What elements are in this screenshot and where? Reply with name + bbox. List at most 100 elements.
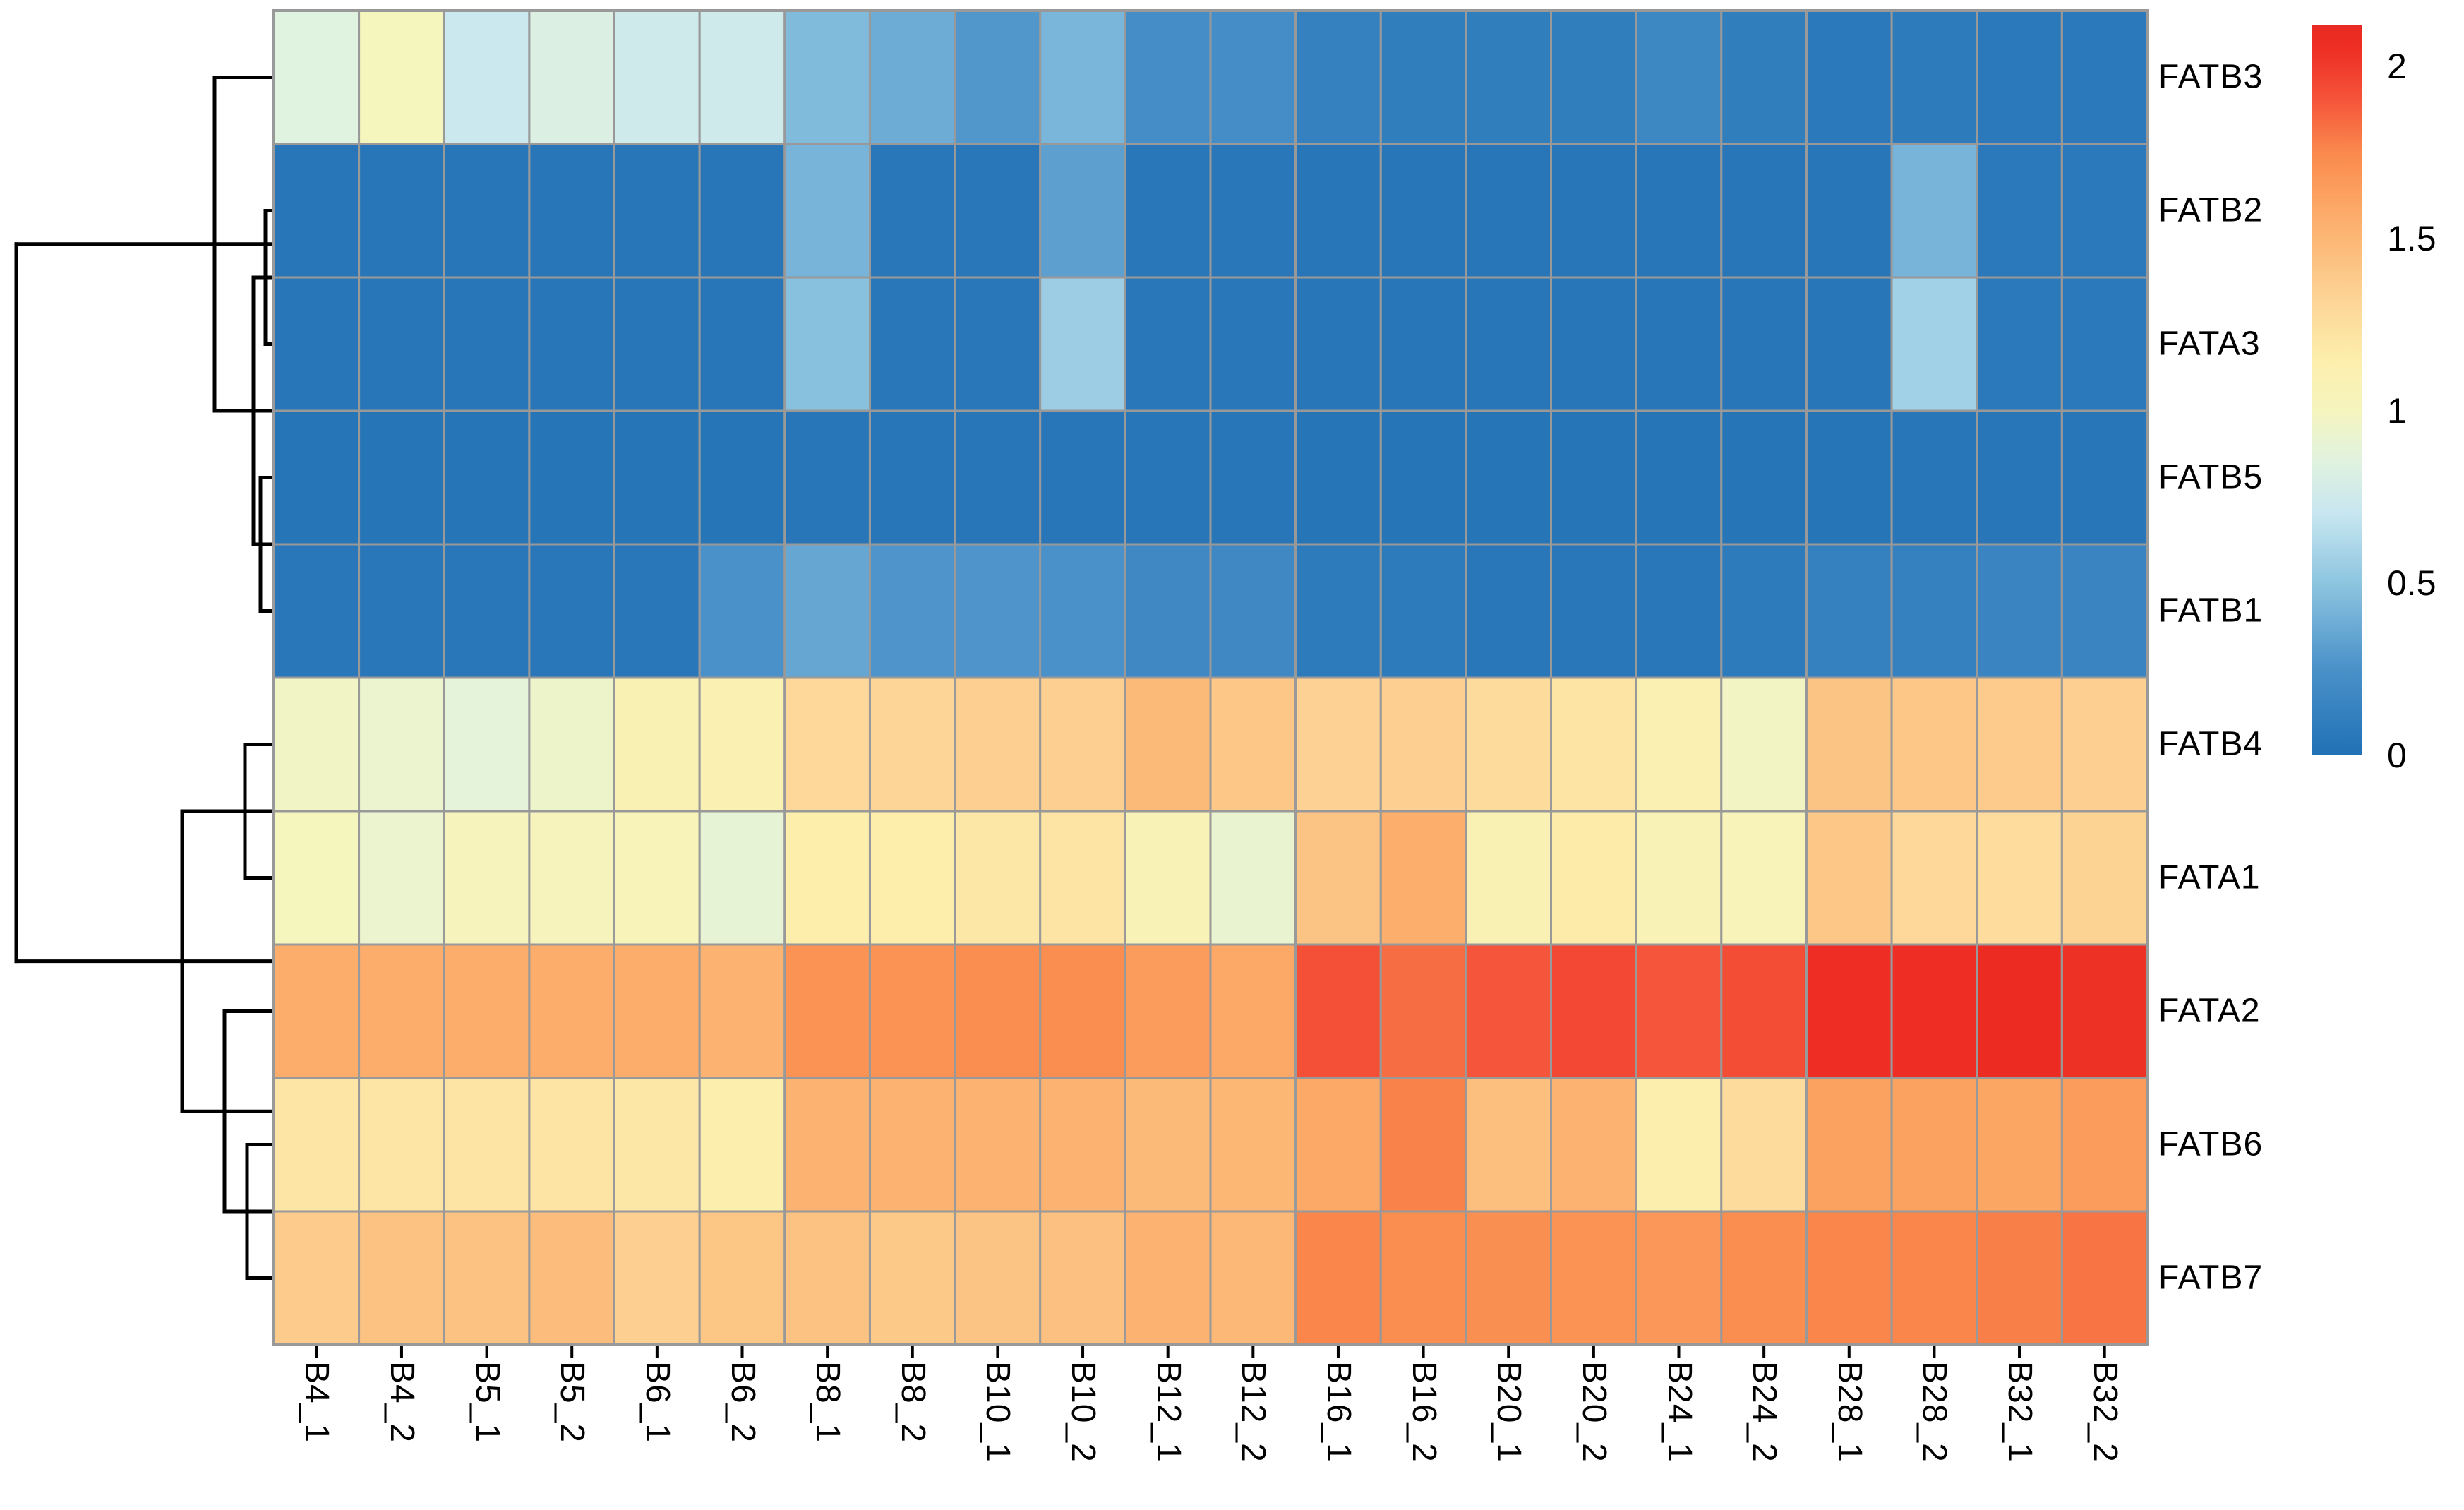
heatmap-cell [443, 9, 531, 145]
heatmap-cell [1209, 1077, 1297, 1213]
heatmap-cell [1294, 409, 1382, 546]
legend-tick-label-0.5: 0.5 [2387, 563, 2436, 603]
heatmap-cell [1720, 9, 1808, 145]
heatmap-cell [1720, 676, 1808, 813]
heatmap-cell [1805, 409, 1893, 546]
heatmap-cell [1465, 1210, 1552, 1346]
column-label-b28_2: B28_2 [1916, 1361, 1954, 1463]
heatmap-cell [1124, 9, 1212, 145]
heatmap-cell [869, 409, 956, 546]
heatmap-cell [2060, 543, 2149, 679]
heatmap-cell [1379, 276, 1467, 412]
column-label-b32_2: B32_2 [2086, 1361, 2124, 1463]
heatmap-cell [358, 276, 445, 412]
heatmap-cell [2060, 276, 2149, 412]
column-label-b10_2: B10_2 [1064, 1361, 1102, 1463]
heatmap-cell [783, 143, 871, 279]
heatmap-cell [954, 543, 1042, 679]
heatmap-cell [1976, 1210, 2063, 1346]
heatmap-cell [1124, 276, 1212, 412]
heatmap-cell [1124, 943, 1212, 1079]
heatmap-cell [1805, 276, 1893, 412]
heatmap-cell [1890, 9, 1978, 145]
heatmap-cell [1379, 1210, 1467, 1346]
heatmap-cell [443, 143, 531, 279]
heatmap-cell [1465, 276, 1552, 412]
row-label-fata2: FATA2 [2158, 991, 2261, 1029]
row-label-fatb4: FATB4 [2158, 724, 2264, 762]
heatmap-cell [698, 810, 786, 946]
column-label-b16_2: B16_2 [1405, 1361, 1443, 1463]
heatmap-cell [1294, 143, 1382, 279]
heatmap-cell [1209, 276, 1297, 412]
heatmap-cell [1379, 810, 1467, 946]
heatmap-cell [1209, 943, 1297, 1079]
heatmap-cell [783, 1077, 871, 1213]
heatmap-cell [869, 676, 956, 813]
row-label-fatb5: FATB5 [2158, 457, 2264, 496]
heatmap-cell [1294, 810, 1382, 946]
heatmap-cell [443, 409, 531, 546]
heatmap-cell [1124, 810, 1212, 946]
heatmap-cell [1039, 409, 1126, 546]
heatmap-cell [443, 543, 531, 679]
heatmap-cell [1465, 143, 1552, 279]
heatmap-cell [1890, 409, 1978, 546]
heatmap-cell [528, 143, 616, 279]
heatmap-cell [613, 409, 701, 546]
heatmap-cell [2060, 810, 2149, 946]
heatmap-cell [1294, 9, 1382, 145]
heatmap-cell [443, 1077, 531, 1213]
heatmap-cell [1890, 1077, 1978, 1213]
heatmap-cell [1465, 676, 1552, 813]
heatmap-cell [1976, 409, 2063, 546]
heatmap-cell [1976, 9, 2063, 145]
heatmap-cell [869, 1210, 956, 1346]
heatmap-cell [783, 943, 871, 1079]
heatmap-cell [869, 1077, 956, 1213]
heatmap-cell [1379, 409, 1467, 546]
heatmap-cell [954, 1077, 1042, 1213]
heatmap-cell [1635, 943, 1723, 1079]
heatmap-cell [1039, 943, 1126, 1079]
heatmap-cell [443, 943, 531, 1079]
heatmap-cell [1379, 543, 1467, 679]
heatmap-cell [443, 276, 531, 412]
heatmap-cell [1124, 676, 1212, 813]
heatmap-cell [954, 143, 1042, 279]
heatmap-cell [1294, 1210, 1382, 1346]
heatmap-cell [272, 676, 361, 813]
row-label-fatb1: FATB1 [2158, 591, 2264, 629]
heatmap-cell [1976, 543, 2063, 679]
heatmap-cell [358, 9, 445, 145]
heatmap-cell [698, 143, 786, 279]
heatmap-cell [1976, 810, 2063, 946]
heatmap-cell [1805, 1077, 1893, 1213]
column-label-b28_1: B28_1 [1830, 1361, 1868, 1463]
heatmap-cell [2060, 1077, 2149, 1213]
column-label-b10_1: B10_1 [979, 1361, 1017, 1463]
row-label-fata1: FATA1 [2158, 858, 2261, 896]
heatmap-cell [783, 276, 871, 412]
heatmap-cell [954, 9, 1042, 145]
heatmap-cell [358, 943, 445, 1079]
heatmap-cell [2060, 409, 2149, 546]
heatmap-cell [698, 676, 786, 813]
heatmap-cell [1635, 276, 1723, 412]
heatmap-cell [528, 1210, 616, 1346]
legend-tick-label-1.5: 1.5 [2387, 218, 2436, 258]
heatmap-cell [1209, 143, 1297, 279]
heatmap-cell [1465, 810, 1552, 946]
heatmap-cell [1124, 409, 1212, 546]
heatmap-cell [1720, 409, 1808, 546]
heatmap-cell [613, 1210, 701, 1346]
heatmap-cell [1805, 9, 1893, 145]
heatmap-cell [698, 409, 786, 546]
heatmap-cell [272, 276, 361, 412]
heatmap-cell [1039, 143, 1126, 279]
heatmap-cell [783, 676, 871, 813]
row-label-fatb6: FATB6 [2158, 1125, 2264, 1163]
heatmap-cell [1209, 9, 1297, 145]
heatmap-cell [613, 1077, 701, 1213]
heatmap-cell [783, 9, 871, 145]
